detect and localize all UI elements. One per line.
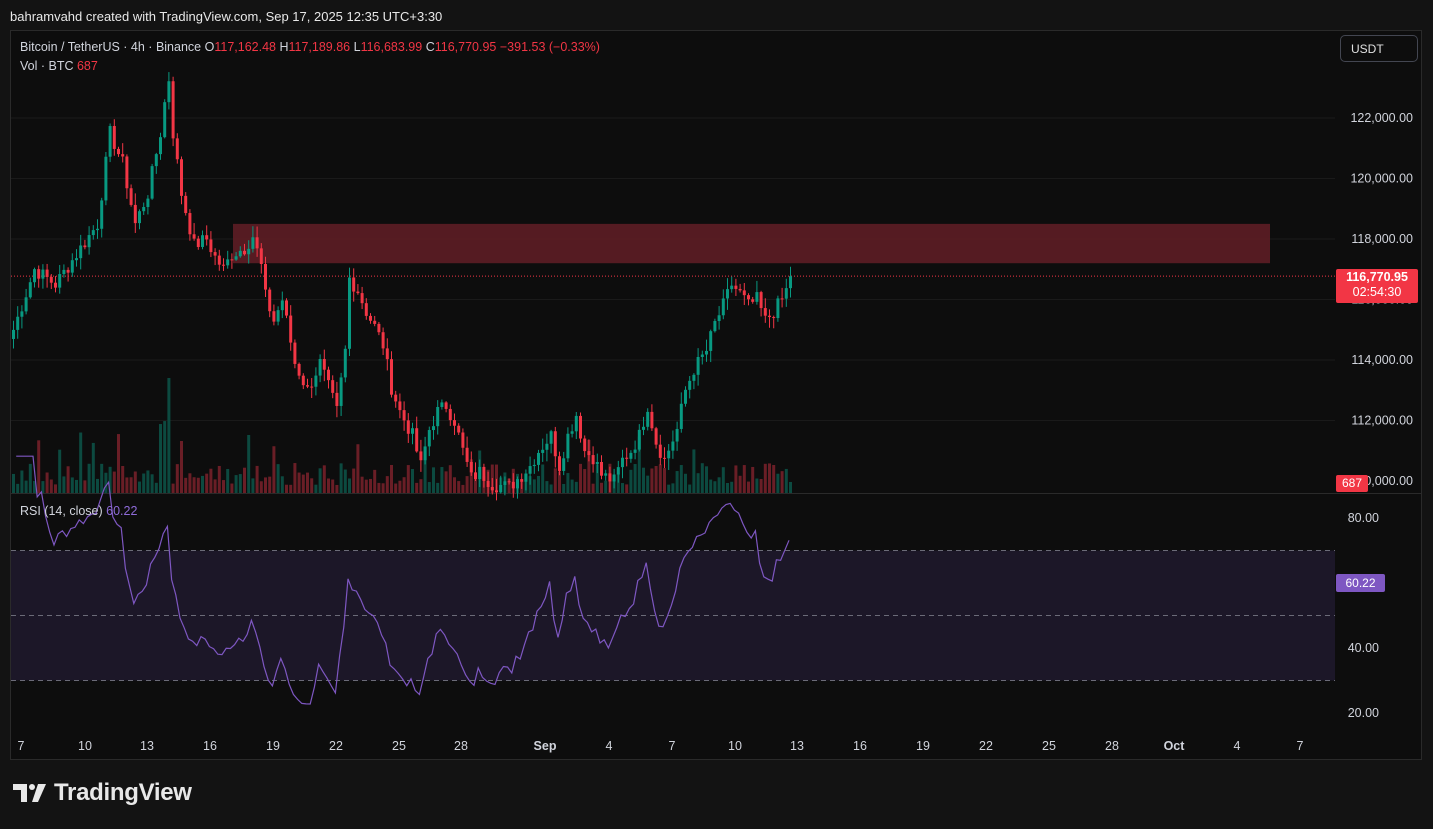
last-price-tag: 116,770.95 02:54:30 <box>1336 269 1418 303</box>
low-label: L <box>353 40 361 54</box>
bar-countdown: 02:54:30 <box>1352 285 1402 299</box>
change-value: −391.53 (−0.33%) <box>499 40 600 54</box>
volume-legend: Vol · BTC 687 <box>20 59 98 73</box>
high-value: 117,189.86 <box>288 40 351 54</box>
attribution-text: bahramvahd created with TradingView.com,… <box>10 9 443 24</box>
ohlc-legend: Bitcoin / TetherUS · 4h · Binance O117,1… <box>20 40 600 54</box>
volume-value: 687 <box>76 59 98 73</box>
open-value: 117,162.48 <box>214 40 276 54</box>
volume-tag: 687 <box>1336 475 1368 492</box>
last-price-value: 116,770.95 <box>1346 270 1408 284</box>
low-value: 116,683.99 <box>360 40 423 54</box>
rsi-label[interactable]: RSI (14, close) <box>20 504 103 518</box>
tradingview-logo-text: TradingView <box>54 779 192 806</box>
high-label: H <box>279 40 289 54</box>
rsi-legend: RSI (14, close) 60.22 <box>20 504 137 518</box>
close-label: C <box>425 40 435 54</box>
chart-frame[interactable] <box>10 30 1422 760</box>
currency-button[interactable]: USDT <box>1340 35 1418 62</box>
tradingview-logo-icon <box>13 784 46 802</box>
rsi-value: 60.22 <box>106 504 138 518</box>
symbol-label[interactable]: Bitcoin / TetherUS · 4h · Binance <box>20 40 202 54</box>
rsi-tag: 60.22 <box>1336 574 1385 592</box>
tradingview-logo[interactable]: TradingView <box>12 779 192 807</box>
open-label: O <box>204 40 215 54</box>
close-value: 116,770.95 <box>434 40 497 54</box>
volume-label[interactable]: Vol · BTC <box>20 59 74 73</box>
